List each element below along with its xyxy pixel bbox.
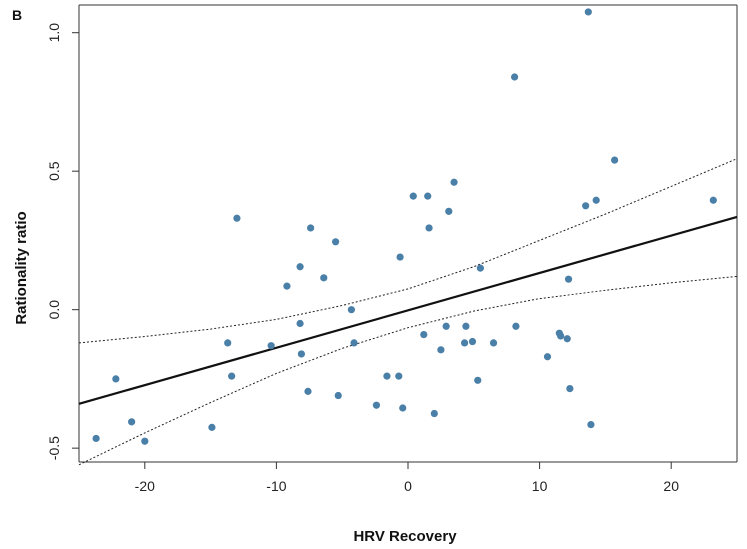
data-points: [92, 8, 717, 445]
x-tick-label: 0: [404, 478, 412, 494]
data-point: [460, 339, 469, 347]
data-point: [563, 335, 571, 343]
y-tick-label: 0.0: [46, 300, 62, 320]
y-axis-title: Rationality ratio: [13, 211, 30, 324]
data-point: [296, 319, 304, 328]
data-point: [462, 322, 470, 330]
data-point: [584, 8, 592, 16]
data-point: [450, 178, 458, 186]
data-point: [350, 339, 358, 347]
axes: -20 -10 0 10 20 -0.5 0.0 0.5 1.0: [46, 4, 738, 494]
data-point: [468, 337, 477, 346]
data-point: [92, 434, 100, 443]
data-point: [332, 238, 340, 246]
data-point: [307, 224, 315, 232]
y-axis-ticks: -0.5 0.0 0.5 1.0: [46, 23, 79, 460]
data-point: [512, 322, 520, 330]
data-point: [445, 207, 453, 215]
data-point: [489, 339, 498, 347]
data-point: [510, 73, 519, 81]
data-point: [267, 342, 275, 350]
data-point: [420, 330, 428, 339]
x-tick-label: -20: [135, 478, 155, 494]
data-point: [396, 253, 404, 261]
ci-upper-line: [78, 158, 738, 344]
data-point: [297, 350, 306, 358]
x-tick-label: -10: [266, 478, 286, 494]
data-point: [564, 275, 573, 283]
x-tick-label: 10: [532, 478, 548, 494]
data-point: [395, 372, 403, 380]
y-tick-label: 0.5: [46, 161, 62, 181]
data-point: [424, 192, 432, 200]
data-point: [476, 264, 484, 272]
data-point: [437, 346, 445, 354]
data-point: [347, 306, 356, 314]
data-point: [233, 214, 241, 222]
data-point: [224, 339, 232, 347]
data-point: [304, 387, 312, 395]
data-point: [208, 423, 216, 431]
data-point: [611, 156, 619, 164]
regression-line: [78, 215, 738, 405]
data-point: [592, 196, 600, 204]
data-point: [320, 274, 328, 282]
data-point: [383, 372, 391, 380]
data-point: [543, 353, 552, 361]
data-point: [409, 192, 417, 200]
data-point: [399, 404, 407, 412]
data-point: [709, 196, 717, 204]
data-point: [112, 375, 120, 383]
confidence-band: [78, 158, 738, 466]
data-point: [334, 391, 342, 400]
data-point: [425, 224, 433, 232]
data-point: [128, 418, 136, 426]
data-point: [557, 332, 565, 340]
y-tick-label: 1.0: [46, 23, 62, 43]
data-point: [228, 372, 236, 380]
data-point: [430, 409, 438, 418]
data-point: [442, 322, 450, 330]
data-point: [587, 421, 595, 429]
data-point: [141, 437, 149, 445]
data-point: [283, 282, 291, 290]
panel-label: B: [12, 7, 22, 23]
data-point: [372, 401, 381, 409]
data-point: [296, 263, 304, 271]
x-tick-label: 20: [663, 478, 679, 494]
data-point: [582, 202, 590, 210]
data-point: [566, 385, 574, 393]
data-point: [474, 376, 482, 384]
ci-lower-line: [78, 275, 738, 466]
x-axis-title: HRV Recovery: [353, 528, 457, 545]
y-tick-label: -0.5: [46, 436, 62, 460]
x-axis-ticks: -20 -10 0 10 20: [135, 462, 679, 494]
